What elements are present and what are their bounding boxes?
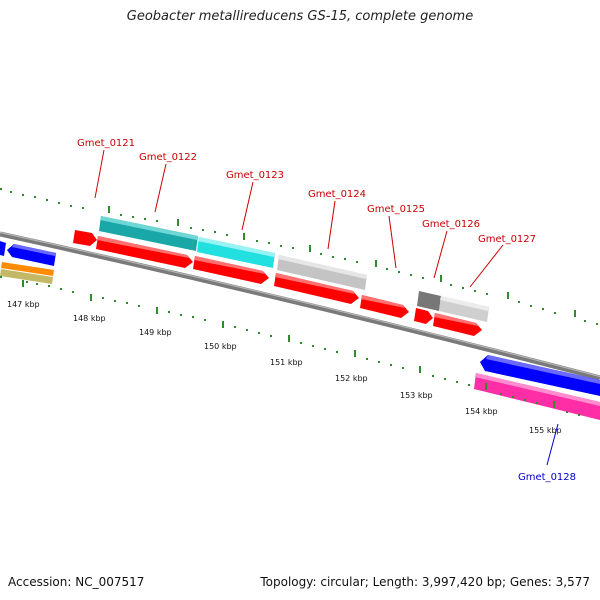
accession-text: Accession: NC_007517 [8, 575, 145, 589]
gene-arrow-left-blue-a [0, 241, 6, 256]
gene-block-khaki [0, 269, 53, 284]
tick-label: 147 kbp [7, 300, 40, 309]
genome-summary-text: Topology: circular; Length: 3,997,420 bp… [260, 575, 590, 589]
gene-arrow-gmet-0121 [73, 230, 97, 246]
gene-label-gmet-0122: Gmet_0122 [139, 152, 197, 163]
forward-strand-genes [73, 216, 489, 336]
tick-label: 153 kbp [400, 391, 433, 400]
tick-label: 149 kbp [139, 328, 172, 337]
gene-arrow-left-blue-b [7, 244, 56, 266]
tick-label: 154 kbp [465, 407, 498, 416]
gene-arrow-blue-right [480, 355, 600, 396]
gene-labels: Gmet_0121 Gmet_0122 Gmet_0123 Gmet_0124 … [77, 138, 576, 483]
gene-label-gmet-0126: Gmet_0126 [422, 219, 480, 230]
inner-tick-ring [0, 276, 580, 416]
gene-label-gmet-0121: Gmet_0121 [77, 138, 135, 149]
gene-label-gmet-0125: Gmet_0125 [367, 204, 425, 215]
gene-arrow-gmet-0126 [414, 308, 433, 324]
gene-arrow-gmet-0128 [474, 373, 600, 420]
gene-label-gmet-0127: Gmet_0127 [478, 234, 536, 245]
gene-label-gmet-0128: Gmet_0128 [518, 472, 576, 483]
tick-label: 151 kbp [270, 358, 303, 367]
genome-backbone [0, 231, 600, 381]
map-title: Geobacter metallireducens GS-15, complet… [126, 9, 474, 24]
tick-label: 148 kbp [73, 314, 106, 323]
gene-block-dark-gray [417, 291, 441, 311]
gene-label-leaders [94, 149, 559, 466]
outer-tick-ring [0, 188, 598, 325]
tick-label: 150 kbp [204, 342, 237, 351]
tick-labels: 147 kbp 148 kbp 149 kbp 150 kbp 151 kbp … [7, 300, 562, 435]
gene-label-gmet-0123: Gmet_0123 [226, 170, 284, 181]
gene-label-gmet-0124: Gmet_0124 [308, 189, 366, 200]
gene-block-orange [1, 262, 54, 276]
tick-label: 152 kbp [335, 374, 368, 383]
reverse-strand-genes [0, 241, 600, 420]
tick-label: 155 kbp [529, 426, 562, 435]
